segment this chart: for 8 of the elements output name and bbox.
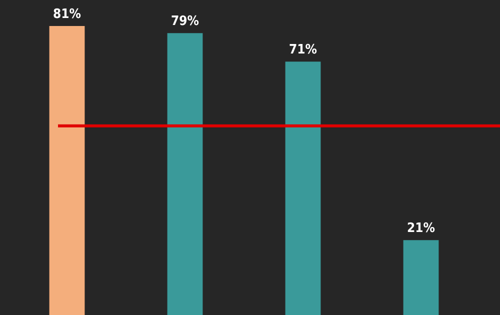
data-label: 79% [171, 14, 200, 30]
data-label: 21% [407, 220, 436, 236]
bar [285, 62, 321, 315]
bar [403, 240, 439, 315]
data-label: 71% [289, 42, 318, 58]
bar [167, 33, 203, 315]
bar [49, 26, 85, 315]
data-label: 81% [53, 6, 82, 22]
